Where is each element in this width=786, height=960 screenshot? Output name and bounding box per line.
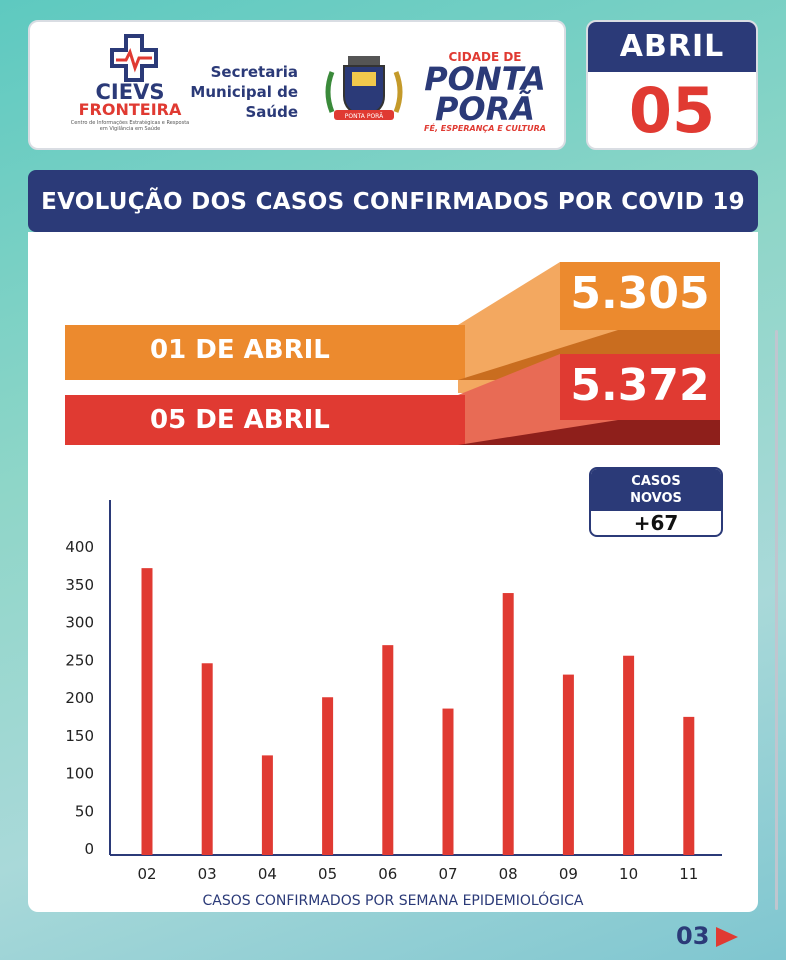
y-tick-label: 150 <box>65 727 94 745</box>
x-tick-label: 05 <box>318 865 337 883</box>
bar <box>623 655 635 855</box>
city-name-line-2: PORÃ <box>434 90 536 128</box>
first-total-value: 5.305 <box>570 268 710 319</box>
cievs-logo: CIEVS FRONTEIRA Centro de Informações Es… <box>70 32 190 142</box>
bar <box>382 645 394 855</box>
bar <box>683 716 695 855</box>
next-arrow-icon <box>716 927 738 947</box>
date-month: ABRIL <box>588 22 756 72</box>
x-tick-label: 08 <box>499 865 518 883</box>
secretaria-line-2: Municipal de <box>190 83 298 101</box>
city-name-line-1: PONTA <box>424 60 546 98</box>
x-axis-title: CASOS CONFIRMADOS POR SEMANA EPIDEMIOLÓG… <box>202 891 583 909</box>
cievs-subtitle: FRONTEIRA <box>78 100 182 119</box>
second-band-shadow <box>458 420 720 445</box>
y-tick-label: 200 <box>65 689 94 707</box>
second-total-value: 5.372 <box>570 360 710 411</box>
x-tick-label: 03 <box>198 865 217 883</box>
bar <box>502 593 514 855</box>
new-cases-label-line-2: NOVOS <box>630 491 682 506</box>
cievs-description: Centro de Informações Estratégicas e Res… <box>70 120 190 132</box>
city-small-label: CIDADE DE <box>448 50 522 64</box>
x-tick-label: 04 <box>258 865 277 883</box>
x-tick-label: 07 <box>438 865 457 883</box>
date-day: 05 <box>628 74 716 147</box>
bar <box>442 708 454 855</box>
second-value-box <box>560 354 720 420</box>
first-value-box <box>560 262 720 330</box>
bar <box>562 674 574 855</box>
bar <box>201 663 213 855</box>
second-date-label: 05 DE ABRIL <box>150 405 330 435</box>
y-tick-label: 50 <box>75 802 94 820</box>
x-tick-label: 02 <box>137 865 156 883</box>
x-tick-label: 10 <box>619 865 638 883</box>
first-band <box>65 325 465 380</box>
cievs-cross-icon <box>110 34 158 82</box>
y-tick-label: 100 <box>65 765 94 783</box>
page-title: EVOLUÇÃO DOS CASOS CONFIRMADOS POR COVID… <box>28 170 758 232</box>
x-tick-label: 09 <box>559 865 578 883</box>
cievs-name: CIEVS <box>95 80 165 104</box>
crest-label: PONTA PORÃ <box>345 113 384 120</box>
y-tick-label: 400 <box>65 538 94 556</box>
bar <box>141 568 153 855</box>
bar <box>261 755 273 855</box>
new-cases-label-line-1: CASOS <box>631 474 681 489</box>
secretaria-line-1: Secretaria <box>210 63 298 81</box>
secretaria-line-3: Saúde <box>245 103 298 121</box>
new-cases-label: CASOS NOVOS <box>591 469 721 511</box>
new-cases-value: +67 <box>633 511 679 535</box>
ponta-pora-logo: CIDADE DE PONTA PORÃ FÉ, ESPERANÇA E CUL… <box>410 50 560 133</box>
bar <box>322 697 334 855</box>
date-card: ABRIL 05 <box>586 20 758 150</box>
secretaria-text: Secretaria Municipal de Saúde <box>178 62 298 122</box>
x-tick-label: 11 <box>679 865 698 883</box>
new-cases-box: CASOS NOVOS +67 <box>589 467 723 537</box>
y-tick-label: 250 <box>65 651 94 669</box>
first-date-label: 01 DE ABRIL <box>150 335 330 365</box>
city-tagline: FÉ, ESPERANÇA E CULTURA <box>424 124 546 133</box>
header-card: CIEVS FRONTEIRA Centro de Informações Es… <box>28 20 566 150</box>
y-tick-label: 350 <box>65 576 94 594</box>
second-band <box>65 395 465 445</box>
city-crest-icon: PONTA PORÃ <box>322 52 406 132</box>
x-tick-label: 06 <box>378 865 397 883</box>
y-tick-label: 300 <box>65 614 94 632</box>
y-tick-label: 0 <box>84 840 94 858</box>
scrollbar[interactable] <box>775 330 778 910</box>
page-number: 03 <box>676 922 710 950</box>
